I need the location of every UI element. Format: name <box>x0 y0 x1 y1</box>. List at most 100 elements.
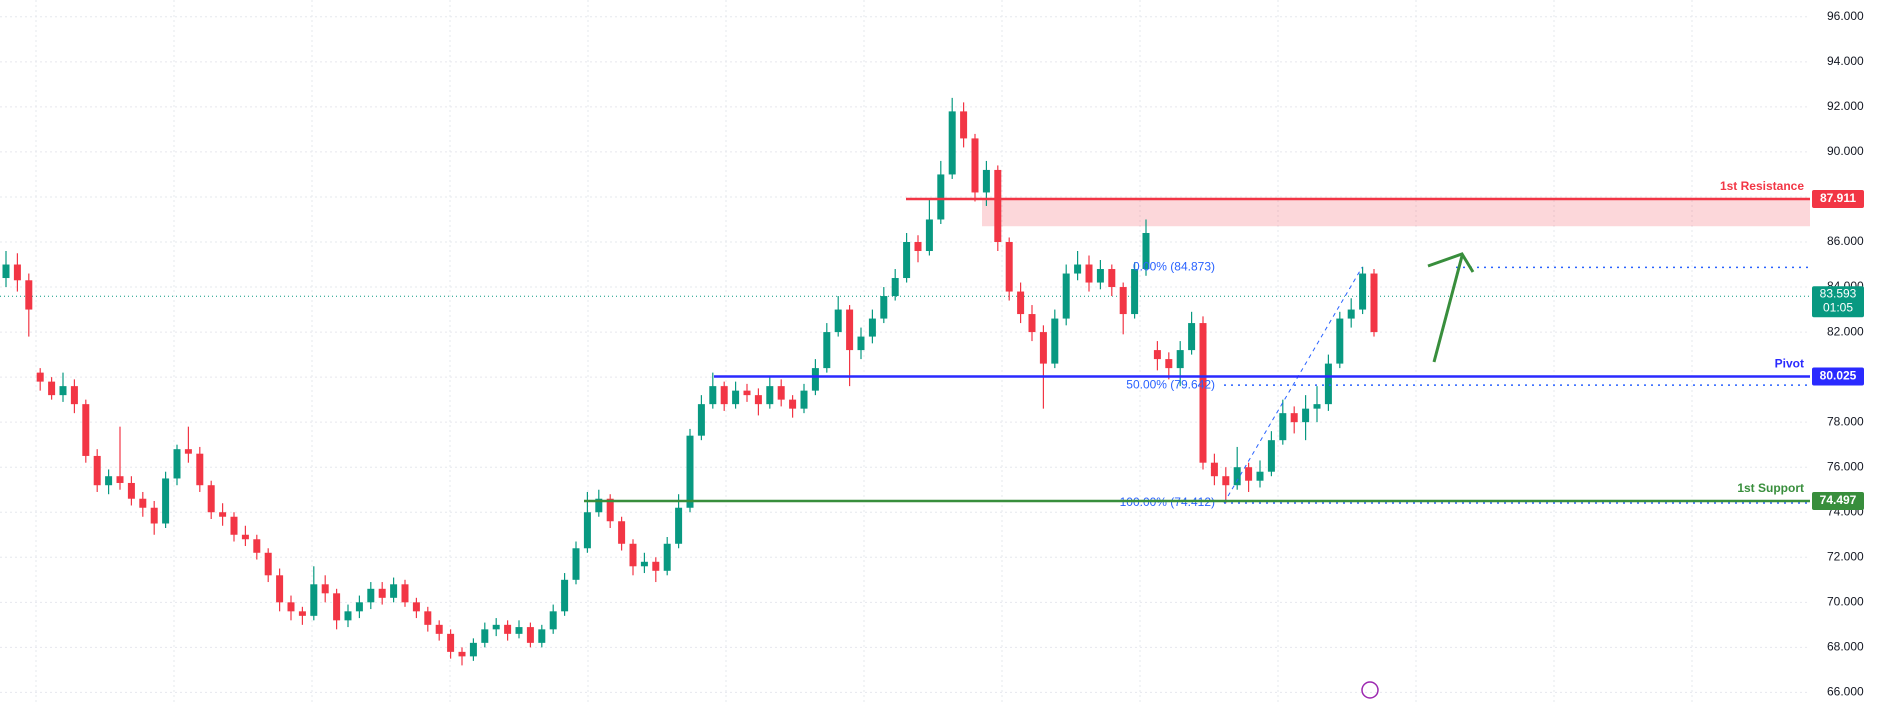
level-name: 1st Support <box>1737 481 1804 495</box>
candle-body <box>173 449 181 479</box>
candle-body <box>1188 323 1196 351</box>
candle-body <box>36 372 44 382</box>
candle-body <box>982 169 990 193</box>
candle-body <box>1119 287 1127 315</box>
axis-panel <box>1810 0 1881 702</box>
price-axis: 66.00068.00070.00072.00074.00076.00078.0… <box>1810 0 1881 702</box>
candle-body <box>1279 413 1287 441</box>
candle-body <box>241 534 249 540</box>
candle-body <box>561 579 569 612</box>
candle-body <box>1165 359 1173 369</box>
candle-body <box>310 584 318 616</box>
candle-body <box>880 296 888 319</box>
candle-body <box>868 318 876 337</box>
candle-body <box>652 561 660 571</box>
candle-body <box>1005 242 1013 292</box>
candle-body <box>766 386 774 405</box>
candle-body <box>743 390 751 396</box>
candle-body <box>264 552 272 576</box>
candle-body <box>1096 269 1104 283</box>
candle-body <box>469 642 477 657</box>
candle-body <box>709 386 717 405</box>
y-tick-label: 72.000 <box>1827 549 1864 563</box>
candle-body <box>458 651 466 657</box>
countdown-label: 01:05 <box>1823 300 1853 314</box>
candle-body <box>59 386 67 396</box>
candle-body <box>401 584 409 603</box>
candle-body <box>207 485 215 513</box>
fib-trend-line <box>1223 267 1363 504</box>
fib-label: 50.00% (79.642) <box>1126 377 1215 391</box>
candle-body <box>1370 273 1378 333</box>
zone-layer <box>0 198 1810 297</box>
candle-body <box>367 588 375 603</box>
y-tick-label: 94.000 <box>1827 54 1864 68</box>
candle-body <box>925 219 933 252</box>
candle-body <box>1039 332 1047 364</box>
candle-body <box>127 482 135 499</box>
candle-body <box>321 584 329 594</box>
level-tag-label: 80.025 <box>1820 369 1857 383</box>
candles <box>2 97 1378 666</box>
y-tick-label: 92.000 <box>1827 99 1864 113</box>
candle-body <box>1233 467 1241 486</box>
candle-body <box>1131 269 1139 315</box>
candle-body <box>549 611 557 630</box>
candle-body <box>230 516 238 535</box>
candle-body <box>1108 269 1116 288</box>
y-tick-label: 90.000 <box>1827 144 1864 158</box>
candle-body <box>1336 318 1344 364</box>
candle-body <box>629 543 637 567</box>
candle-body <box>184 449 192 454</box>
candle-body <box>994 169 1002 242</box>
candle-body <box>754 395 762 405</box>
candle-body <box>492 624 500 630</box>
level-name: 1st Resistance <box>1720 179 1804 193</box>
candle-body <box>1176 350 1184 369</box>
candle-body <box>834 309 842 333</box>
candle-body <box>1290 413 1298 423</box>
candle-body <box>1302 408 1310 423</box>
candle-body <box>287 602 295 612</box>
candle-body <box>1313 404 1321 409</box>
candle-body <box>971 138 979 193</box>
candle-body <box>105 476 113 486</box>
event-icon[interactable] <box>1361 681 1379 699</box>
level-tag <box>1812 367 1864 386</box>
y-tick-label: 70.000 <box>1827 594 1864 608</box>
candle-body <box>732 390 740 405</box>
candle-body <box>1062 273 1070 319</box>
candle-body <box>13 264 21 281</box>
y-tick-label: 86.000 <box>1827 234 1864 248</box>
candle-body <box>606 498 614 522</box>
candle-body <box>82 404 90 456</box>
last-price-label: 83.593 <box>1820 286 1857 300</box>
candle-body <box>93 455 101 486</box>
candle-body <box>1153 350 1161 360</box>
candle-body <box>1245 467 1253 481</box>
last-price-tag <box>1812 286 1864 318</box>
candle-body <box>1085 264 1093 283</box>
candle-body <box>219 512 227 517</box>
candle-body <box>914 242 922 252</box>
candle-body <box>686 435 694 508</box>
candle-body <box>1222 476 1230 486</box>
candle-body <box>196 453 204 486</box>
candle-body <box>2 264 10 279</box>
candle-body <box>903 242 911 279</box>
candle-body <box>355 602 363 612</box>
candle-body <box>538 629 546 643</box>
candle-body <box>572 548 580 580</box>
candle-body <box>789 399 797 409</box>
candle-body <box>1210 462 1218 477</box>
forecast-arrow <box>1432 255 1464 363</box>
candle-body <box>412 602 420 612</box>
candle-body <box>846 309 854 351</box>
candle-body <box>891 278 899 297</box>
candle-body <box>1199 323 1207 463</box>
candle-body <box>960 111 968 139</box>
candle-body <box>116 476 124 483</box>
y-tick-label: 82.000 <box>1827 324 1864 338</box>
overlay: 0.00% (84.873)50.00% (79.642)100.00% (74… <box>584 179 1810 509</box>
